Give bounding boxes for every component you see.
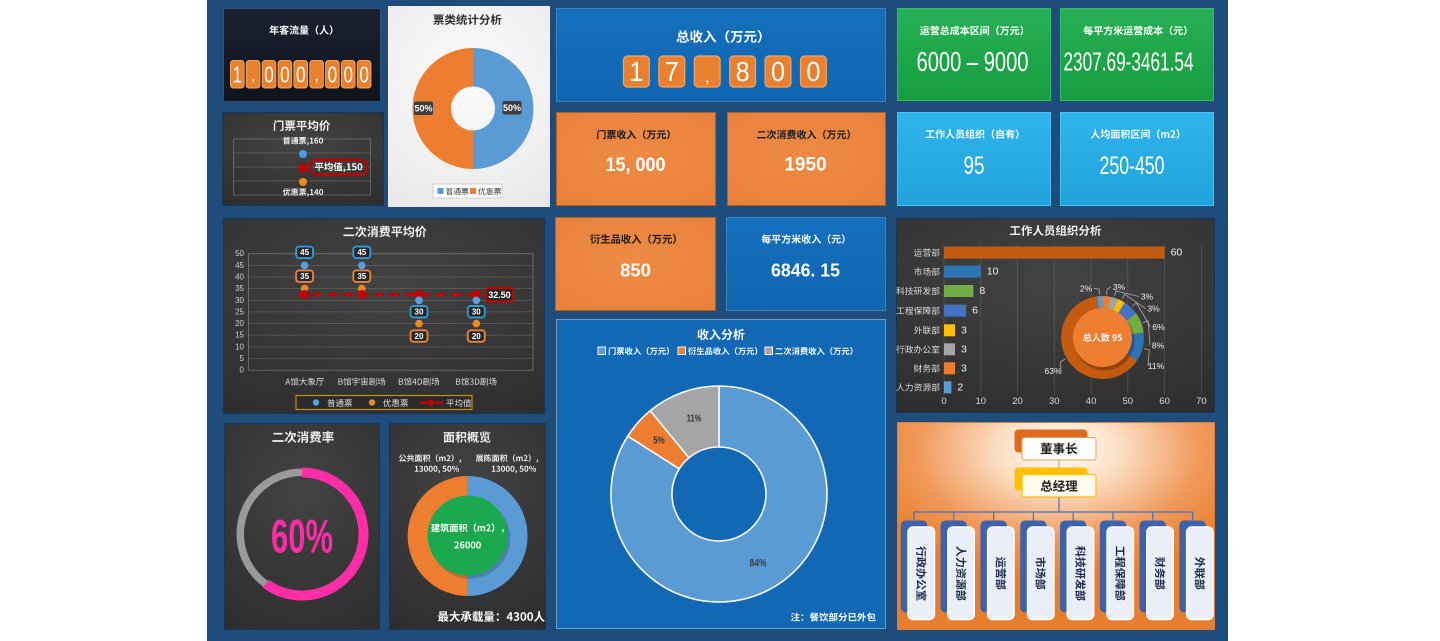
svg-text:30: 30 — [472, 308, 481, 317]
svg-text:,: , — [315, 68, 319, 85]
svg-text:50%: 50% — [414, 104, 432, 114]
svg-text:0: 0 — [343, 62, 353, 88]
svg-text:1: 1 — [629, 56, 643, 87]
svg-text:0: 0 — [941, 396, 946, 407]
svg-text:70: 70 — [1196, 396, 1207, 407]
svg-text:35: 35 — [235, 284, 244, 293]
svg-text:0: 0 — [359, 62, 369, 88]
svg-text:2307.69-3461.54: 2307.69-3461.54 — [1064, 47, 1194, 77]
svg-text:60%: 60% — [271, 510, 333, 563]
svg-text:60: 60 — [1159, 396, 1170, 407]
svg-text:8: 8 — [736, 56, 750, 87]
svg-text:40: 40 — [1086, 396, 1097, 407]
svg-text:3: 3 — [961, 362, 967, 374]
svg-text:30: 30 — [415, 308, 424, 317]
svg-text:0: 0 — [771, 56, 785, 87]
svg-text:1950: 1950 — [784, 155, 826, 176]
svg-text:3%: 3% — [1113, 282, 1126, 292]
svg-text:95: 95 — [964, 152, 985, 180]
svg-text:5: 5 — [240, 354, 245, 363]
svg-text:50: 50 — [235, 249, 244, 258]
svg-text:8%: 8% — [1152, 341, 1165, 351]
svg-text:10: 10 — [235, 342, 244, 351]
svg-text:0: 0 — [280, 62, 290, 88]
svg-text:45: 45 — [235, 261, 244, 270]
svg-text:6: 6 — [972, 305, 978, 317]
svg-text:20: 20 — [472, 332, 481, 341]
svg-text:0: 0 — [806, 56, 820, 87]
svg-text:20: 20 — [1012, 396, 1023, 407]
svg-text:15, 000: 15, 000 — [606, 154, 666, 176]
svg-text:1: 1 — [233, 62, 243, 88]
svg-text:2%: 2% — [1080, 284, 1093, 294]
svg-text:250-450: 250-450 — [1100, 152, 1165, 180]
svg-text:0: 0 — [264, 62, 274, 88]
svg-text:20: 20 — [235, 319, 244, 328]
svg-text:30: 30 — [235, 296, 244, 305]
svg-text:10: 10 — [976, 396, 987, 407]
svg-text:0: 0 — [240, 366, 245, 375]
svg-text:2: 2 — [957, 381, 963, 393]
svg-text:35: 35 — [300, 272, 309, 281]
svg-text:3: 3 — [961, 324, 967, 336]
svg-text:45: 45 — [357, 248, 366, 257]
svg-text:0: 0 — [296, 62, 306, 88]
svg-text:32.50: 32.50 — [488, 290, 511, 300]
svg-text:,: , — [705, 67, 710, 87]
svg-text:25: 25 — [235, 307, 244, 316]
svg-text:30: 30 — [1049, 396, 1060, 407]
svg-text:6%: 6% — [1152, 322, 1165, 332]
svg-text:15: 15 — [235, 331, 244, 340]
svg-text:3%: 3% — [1147, 304, 1160, 314]
svg-text:20: 20 — [415, 332, 424, 341]
svg-text:5%: 5% — [653, 435, 665, 447]
svg-text:0: 0 — [328, 62, 338, 88]
svg-text:11%: 11% — [687, 413, 702, 425]
svg-text:11%: 11% — [1148, 361, 1165, 371]
svg-text:3: 3 — [961, 343, 967, 355]
svg-text:6000 – 9000: 6000 – 9000 — [917, 46, 1029, 77]
svg-text:35: 35 — [357, 272, 366, 281]
svg-text:8: 8 — [979, 285, 985, 297]
svg-text:,: , — [251, 68, 255, 85]
svg-text:850: 850 — [620, 260, 651, 281]
svg-text:7: 7 — [665, 56, 679, 87]
svg-text:6846. 15: 6846. 15 — [771, 260, 840, 281]
svg-text:50: 50 — [1123, 396, 1134, 407]
svg-text:63%: 63% — [1044, 366, 1061, 376]
svg-text:60: 60 — [1171, 247, 1183, 259]
svg-text:3%: 3% — [1141, 292, 1154, 302]
svg-text:45: 45 — [300, 248, 309, 257]
svg-text:50%: 50% — [503, 103, 521, 113]
svg-text:10: 10 — [987, 266, 999, 278]
svg-text:84%: 84% — [750, 558, 767, 570]
svg-text:40: 40 — [235, 273, 244, 282]
